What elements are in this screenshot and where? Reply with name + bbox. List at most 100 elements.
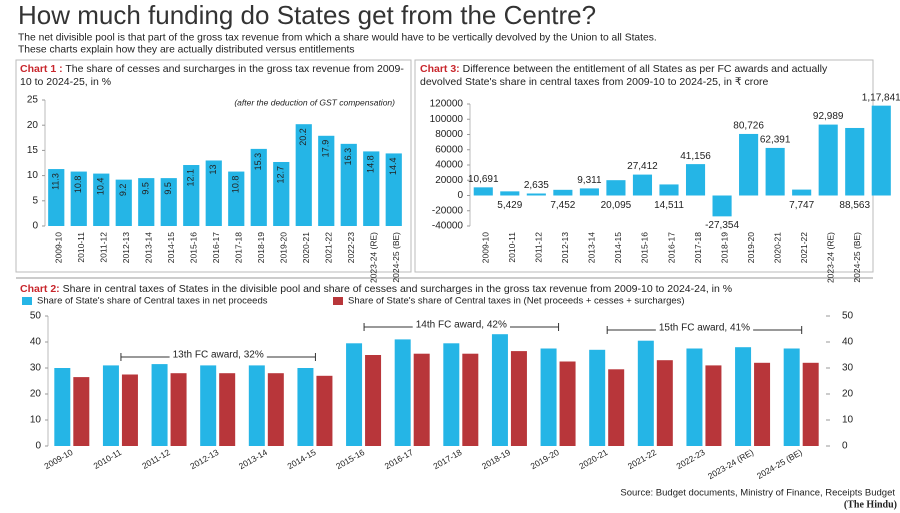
bar — [138, 178, 155, 226]
subtitle: These charts explain how they are actual… — [18, 45, 355, 56]
bar — [473, 187, 493, 196]
bar — [228, 171, 245, 226]
value-label: 2,635 — [524, 180, 549, 191]
bar — [151, 364, 168, 446]
x-tick-label: 2011-12 — [99, 232, 109, 263]
chart-title: Chart 2: Share in central taxes of State… — [20, 283, 895, 296]
x-tick-label: 2013-14 — [144, 232, 154, 263]
bar — [765, 147, 785, 196]
value-label: 10,691 — [468, 174, 499, 185]
value-label: 9.5 — [141, 182, 151, 195]
y-tick-label: 40 — [30, 337, 42, 348]
bar — [754, 362, 771, 446]
bar — [443, 343, 460, 446]
y-tick-label: 0 — [32, 221, 38, 232]
value-label: 10.8 — [231, 176, 241, 194]
x-tick-label: 2015-16 — [640, 232, 650, 263]
chart-title-text: The share of cesses and surcharges in th… — [20, 63, 404, 88]
annotation: 13th FC award, 32% — [173, 350, 264, 361]
bar — [200, 365, 217, 446]
bar — [553, 189, 573, 196]
bar — [394, 339, 411, 446]
annotation: 15th FC award, 41% — [659, 323, 750, 334]
y-tick-label: 15 — [27, 145, 39, 156]
value-label: 7,747 — [789, 200, 814, 211]
bar — [413, 353, 430, 446]
y-tick-label: 20 — [27, 120, 39, 131]
page-title: How much funding do States get from the … — [18, 0, 596, 30]
bar — [205, 160, 222, 226]
x-tick-label: 2024-25 (BE) — [391, 232, 401, 283]
x-tick-label: 2021-22 — [324, 232, 334, 263]
y-tick-label: 120000 — [430, 99, 464, 110]
y2-tick-label: 20 — [842, 389, 854, 400]
legend-swatch — [22, 297, 32, 305]
value-label: 92,989 — [813, 111, 844, 122]
bar — [346, 343, 363, 446]
bar — [121, 374, 138, 446]
x-tick-label: 2017-18 — [234, 232, 244, 263]
bar — [632, 174, 653, 196]
value-label: 11.3 — [51, 173, 61, 190]
x-tick-label: 2021-22 — [799, 232, 809, 263]
y-tick-label: 20 — [30, 389, 42, 400]
panel — [15, 59, 412, 273]
x-tick-label: 2018-19 — [256, 232, 266, 263]
subtitle: The net divisible pool is that part of t… — [18, 33, 657, 44]
bar — [579, 188, 599, 196]
value-label: 1,17,841 — [862, 92, 900, 103]
bar — [656, 360, 673, 446]
bar — [526, 193, 546, 196]
x-tick-label: 2019-20 — [279, 232, 289, 263]
x-tick-label: 2023-24 (RE) — [825, 232, 835, 283]
x-tick-label: 2016-17 — [666, 232, 676, 263]
value-label: 15.3 — [253, 153, 263, 171]
bar — [340, 143, 357, 226]
bar — [73, 377, 90, 446]
bar — [783, 348, 800, 446]
bar — [792, 189, 812, 196]
value-label: 14,511 — [654, 200, 684, 211]
bar — [500, 191, 520, 196]
bar — [385, 153, 402, 226]
chart-title: Chart 3: Difference between the entitlem… — [420, 63, 870, 89]
x-tick-label: 2015-16 — [189, 232, 199, 263]
x-tick-label: 2022-23 — [675, 447, 707, 471]
value-label: 5,429 — [497, 200, 522, 211]
chart-label: Chart 1 : — [20, 63, 63, 75]
x-tick-label: 2024-25 (BE) — [755, 447, 804, 481]
x-tick-label: 2019-20 — [529, 447, 561, 471]
annotation-bg — [412, 319, 510, 331]
value-label: 20.2 — [298, 128, 308, 146]
bar — [183, 165, 200, 226]
bar — [705, 365, 722, 446]
bar — [818, 124, 838, 196]
value-label: 9,311 — [577, 175, 602, 186]
y2-tick-label: 10 — [842, 415, 854, 426]
y-tick-label: 40000 — [435, 160, 463, 171]
value-label: 12.1 — [186, 169, 196, 187]
x-tick-label: 2010-11 — [507, 232, 517, 263]
x-tick-label: 2016-17 — [383, 447, 415, 471]
x-tick-label: 2011-12 — [140, 447, 172, 471]
bar — [365, 355, 382, 446]
bar — [93, 173, 110, 226]
bar — [70, 171, 87, 226]
x-tick-label: 2020-21 — [577, 447, 609, 471]
x-tick-label: 2014-15 — [286, 447, 318, 471]
value-label: 9.5 — [163, 182, 173, 195]
bar — [273, 161, 290, 226]
bar — [316, 375, 333, 446]
y-tick-label: 0 — [457, 190, 463, 201]
x-tick-label: 2023-24 (RE) — [706, 447, 755, 481]
x-tick-label: 2014-15 — [613, 232, 623, 263]
value-label: 14.8 — [366, 155, 376, 173]
x-tick-label: 2020-21 — [301, 232, 311, 263]
value-label: 27,412 — [627, 161, 658, 172]
chart-label: Chart 3: — [420, 63, 460, 75]
value-label: 7,452 — [550, 200, 575, 211]
annotation-bg — [655, 322, 754, 334]
legend-swatch — [333, 297, 343, 305]
